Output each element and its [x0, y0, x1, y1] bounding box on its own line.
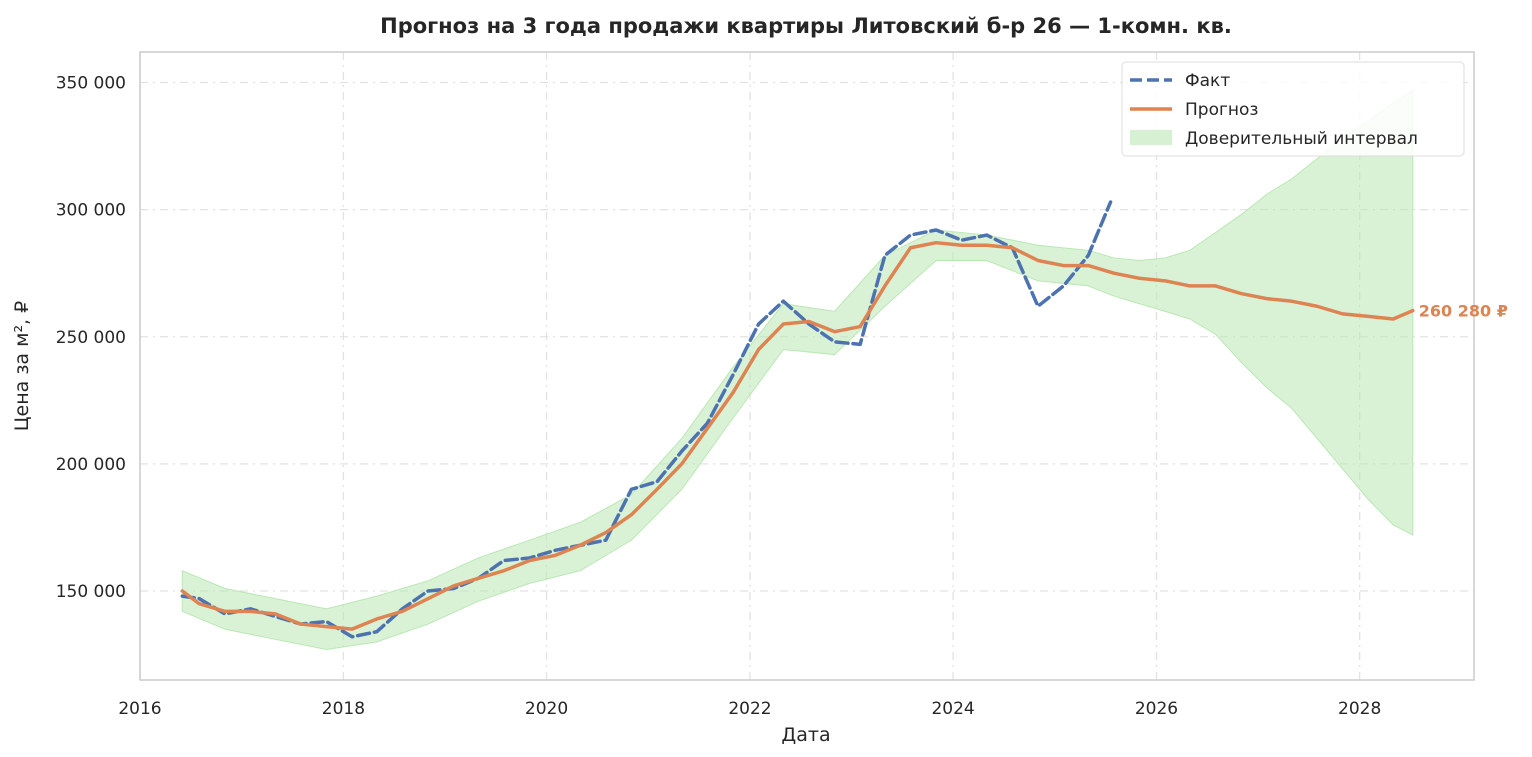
plot-frame — [139, 51, 1475, 681]
x-tick-label-0: 2016 — [118, 699, 161, 719]
forecast-line — [180, 240, 1415, 631]
forecast-end-label: 260 280 ₽ — [1419, 302, 1508, 321]
confidence-band-layer — [181, 89, 1414, 650]
y-tick-labels: 150 000 200 000 250 000 300 000 350 000 — [56, 74, 126, 603]
legend-fact-label: Факт — [1185, 71, 1230, 91]
x-tick-label-1: 2018 — [322, 699, 365, 719]
x-axis-label: Дата — [781, 724, 830, 746]
x-tick-label-6: 2028 — [1338, 699, 1381, 719]
fact-line — [180, 200, 1113, 639]
y-axis-label: Цена за м², ₽ — [11, 301, 33, 431]
x-tick-label-4: 2024 — [931, 699, 974, 719]
y-tick-label-0: 150 000 — [56, 582, 126, 602]
confidence-band — [181, 89, 1414, 650]
x-tick-label-5: 2026 — [1135, 699, 1178, 719]
y-tick-label-1: 200 000 — [56, 455, 126, 475]
y-tick-label-2: 250 000 — [56, 328, 126, 348]
legend-forecast-label: Прогноз — [1185, 100, 1258, 120]
x-tick-label-3: 2022 — [728, 699, 771, 719]
forecast-series-layer — [180, 240, 1415, 631]
legend-ci-swatch — [1130, 130, 1172, 145]
y-tick-label-3: 300 000 — [56, 201, 126, 221]
fact-series-layer — [180, 200, 1113, 639]
chart-title: Прогноз на 3 года продажи квартиры Литов… — [380, 14, 1232, 38]
legend-box — [1121, 61, 1465, 157]
x-tick-label-2: 2020 — [525, 699, 568, 719]
legend: Факт Прогноз Доверительный интервал — [1121, 61, 1465, 157]
x-tick-labels: 2016 2018 2020 2022 2024 2026 2028 — [118, 699, 1381, 719]
y-tick-label-4: 350 000 — [56, 74, 126, 94]
legend-ci-label: Доверительный интервал — [1185, 129, 1418, 149]
